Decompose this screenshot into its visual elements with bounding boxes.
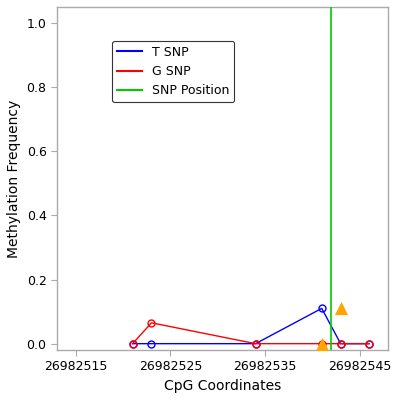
Y-axis label: Methylation Frequency: Methylation Frequency [7, 99, 21, 258]
X-axis label: CpG Coordinates: CpG Coordinates [164, 379, 281, 393]
Point [338, 305, 344, 312]
Point [318, 340, 325, 347]
Legend: T SNP, G SNP, SNP Position: T SNP, G SNP, SNP Position [112, 41, 234, 102]
